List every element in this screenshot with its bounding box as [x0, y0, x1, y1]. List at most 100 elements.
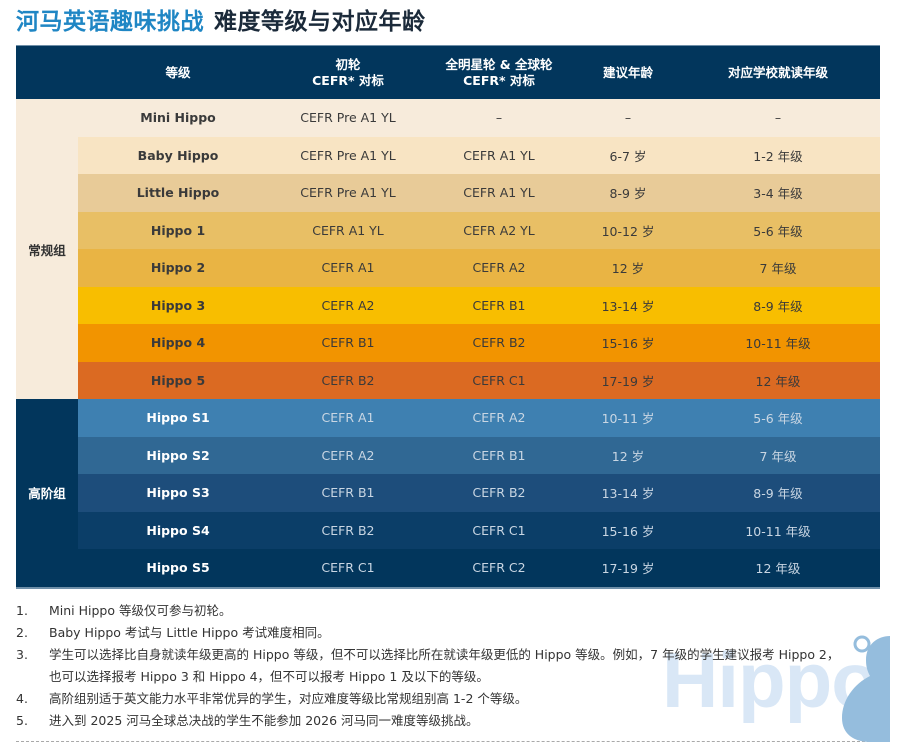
- table-header: 等级 初轮 CEFR* 对标 全明星轮 & 全球轮 CEFR* 对标 建议年龄 …: [16, 45, 880, 99]
- header-grade-label: 对应学校就读年级: [727, 64, 828, 80]
- level-cell: Hippo S5: [146, 560, 210, 576]
- age-cell: 15-16 岁: [601, 336, 655, 352]
- group-label-advanced: 高阶组: [16, 399, 78, 587]
- round1-cefr-cell: CEFR A2: [321, 447, 375, 463]
- note-text: 进入到 2025 河马全球总决战的学生不能参加 2026 河马同一难度等级挑战。: [49, 713, 479, 728]
- header-round2-line1: 全明星轮 & 全球轮: [445, 56, 553, 72]
- page-title: 河马英语趣味挑战 难度等级与对应年龄: [16, 4, 426, 40]
- header-group: [16, 46, 78, 99]
- grade-cell: 12 年级: [755, 373, 801, 389]
- table-row: Hippo 2 CEFR A1 CEFR A2 12 岁 7 年级: [78, 249, 880, 287]
- round2-cefr-cell: –: [495, 110, 503, 126]
- level-cell: Little Hippo: [136, 185, 220, 201]
- round2-cefr-cell: CEFR B2: [472, 335, 526, 351]
- table-row: Baby Hippo CEFR Pre A1 YL CEFR A1 YL 6-7 岁 1…: [78, 136, 880, 174]
- level-cell: Baby Hippo: [137, 147, 219, 163]
- grade-cell: 8-9 年级: [753, 486, 803, 502]
- round1-cefr-cell: CEFR A1: [321, 260, 375, 276]
- level-cell: Hippo S3: [146, 485, 210, 501]
- table-row: Hippo S5 CEFR C1 CEFR C2 17-19 岁 12 年级: [78, 549, 880, 587]
- age-cell: 17-19 岁: [601, 561, 655, 577]
- round2-cefr-cell: CEFR A1 YL: [463, 185, 535, 201]
- round1-cefr-cell: CEFR Pre A1 YL: [300, 110, 396, 126]
- note-number: 2.: [16, 625, 28, 640]
- age-cell: 8-9 岁: [609, 186, 647, 202]
- note-number: 1.: [16, 603, 28, 618]
- age-cell: 6-7 岁: [609, 148, 647, 164]
- note-item: 2. Baby Hippo 考试与 Little Hippo 考试难度相同。: [16, 622, 846, 644]
- header-level-label: 等级: [165, 64, 191, 80]
- brand-title: 河马英语趣味挑战: [16, 9, 204, 35]
- round1-cefr-cell: CEFR Pre A1 YL: [300, 147, 396, 163]
- note-text: 高阶组别适于英文能力水平非常优异的学生，对应难度等级比常规组别高 1-2 个等级…: [49, 691, 528, 706]
- grade-cell: 10-11 年级: [745, 523, 811, 539]
- round1-cefr-cell: CEFR A1 YL: [312, 222, 384, 238]
- hippo-mascot-icon: [842, 635, 890, 742]
- note-text: Baby Hippo 考试与 Little Hippo 考试难度相同。: [49, 625, 330, 640]
- round1-cefr-cell: CEFR B2: [321, 522, 375, 538]
- round1-cefr-cell: CEFR Pre A1 YL: [300, 185, 396, 201]
- age-cell: 13-14 岁: [601, 298, 655, 314]
- group-regular: 常规组 Mini Hippo CEFR Pre A1 YL – – – Baby Hipp…: [16, 99, 880, 399]
- table-row: Hippo S4 CEFR B2 CEFR C1 15-16 岁 10-11 年级: [78, 511, 880, 549]
- grade-cell: –: [774, 110, 782, 126]
- table-body: 常规组 Mini Hippo CEFR Pre A1 YL – – – Baby Hipp…: [16, 99, 880, 589]
- round2-cefr-cell: CEFR B1: [472, 297, 526, 313]
- round2-cefr-cell: CEFR B1: [472, 447, 526, 463]
- notes-list: 1. Mini Hippo 等级仅可参与初轮。 2. Baby Hippo 考试与 L…: [16, 600, 846, 732]
- title-subtitle: 难度等级与对应年龄: [214, 9, 426, 35]
- grade-cell: 7 年级: [759, 448, 797, 464]
- round2-cefr-cell: CEFR A1 YL: [463, 147, 535, 163]
- grade-cell: 7 年级: [759, 261, 797, 277]
- round2-cefr-cell: CEFR A2 YL: [463, 222, 535, 238]
- group-label-regular: 常规组: [16, 99, 78, 399]
- grade-cell: 12 年级: [755, 561, 801, 577]
- note-item: 4. 高阶组别适于英文能力水平非常优异的学生，对应难度等级比常规组别高 1-2 个…: [16, 688, 846, 710]
- level-cell: Hippo S1: [146, 410, 210, 426]
- round1-cefr-cell: CEFR B1: [321, 485, 375, 501]
- hippo-watermark-text: Hippo: [662, 636, 879, 724]
- grade-cell: 5-6 年级: [753, 411, 803, 427]
- round2-cefr-cell: CEFR A2: [472, 260, 526, 276]
- header-round2: 全明星轮 & 全球轮 CEFR* 对标: [418, 46, 580, 99]
- dashed-divider: [16, 741, 880, 742]
- round2-cefr-cell: CEFR A2: [472, 410, 526, 426]
- level-cell: Hippo S4: [146, 522, 210, 538]
- grade-cell: 1-2 年级: [753, 148, 803, 164]
- level-cell: Hippo 1: [150, 222, 206, 238]
- round1-cefr-cell: CEFR A1: [321, 410, 375, 426]
- grade-cell: 10-11 年级: [745, 336, 811, 352]
- level-cell: Hippo 3: [150, 297, 206, 313]
- age-cell: 12 岁: [611, 261, 645, 277]
- note-item: 1. Mini Hippo 等级仅可参与初轮。: [16, 600, 846, 622]
- round2-cefr-cell: CEFR C1: [472, 522, 526, 538]
- round2-cefr-cell: CEFR B2: [472, 485, 526, 501]
- age-cell: –: [624, 110, 632, 126]
- header-round1-line1: 初轮: [335, 56, 361, 72]
- table-row: Little Hippo CEFR Pre A1 YL CEFR A1 YL 8-9 …: [78, 174, 880, 212]
- header-age-label: 建议年龄: [602, 64, 653, 80]
- table-row: Hippo 4 CEFR B1 CEFR B2 15-16 岁 10-11 年级: [78, 324, 880, 362]
- table-row: Hippo 5 CEFR B2 CEFR C1 17-19 岁 12 年级: [78, 361, 880, 399]
- header-grade: 对应学校就读年级: [676, 46, 880, 99]
- table-bottom-border: [16, 586, 880, 589]
- grade-cell: 5-6 年级: [753, 223, 803, 239]
- grade-cell: 3-4 年级: [753, 186, 803, 202]
- group-rows-regular: Mini Hippo CEFR Pre A1 YL – – – Baby Hippo CEF…: [78, 99, 880, 399]
- note-text: Mini Hippo 等级仅可参与初轮。: [49, 603, 232, 618]
- round1-cefr-cell: CEFR A2: [321, 297, 375, 313]
- age-cell: 12 岁: [611, 448, 645, 464]
- round1-cefr-cell: CEFR B1: [321, 335, 375, 351]
- age-cell: 13-14 岁: [601, 486, 655, 502]
- level-cell: Hippo 5: [150, 372, 206, 388]
- group-advanced: 高阶组 Hippo S1 CEFR A1 CEFR A2 10-11 岁 5-6 年级 H…: [16, 399, 880, 587]
- note-item: 3. 学生可以选择比自身就读年级更高的 Hippo 等级，但不可以选择比所在就读年…: [16, 644, 846, 688]
- level-cell: Hippo S2: [146, 447, 210, 463]
- level-age-table: 等级 初轮 CEFR* 对标 全明星轮 & 全球轮 CEFR* 对标 建议年龄 …: [16, 45, 880, 589]
- note-item: 5. 进入到 2025 河马全球总决战的学生不能参加 2026 河马同一难度等级挑…: [16, 710, 846, 732]
- age-cell: 10-11 岁: [601, 411, 655, 427]
- note-number: 3.: [16, 647, 28, 662]
- age-cell: 10-12 岁: [601, 223, 655, 239]
- table-row: Hippo S3 CEFR B1 CEFR B2 13-14 岁 8-9 年级: [78, 474, 880, 512]
- header-round2-line2: CEFR* 对标: [463, 72, 535, 88]
